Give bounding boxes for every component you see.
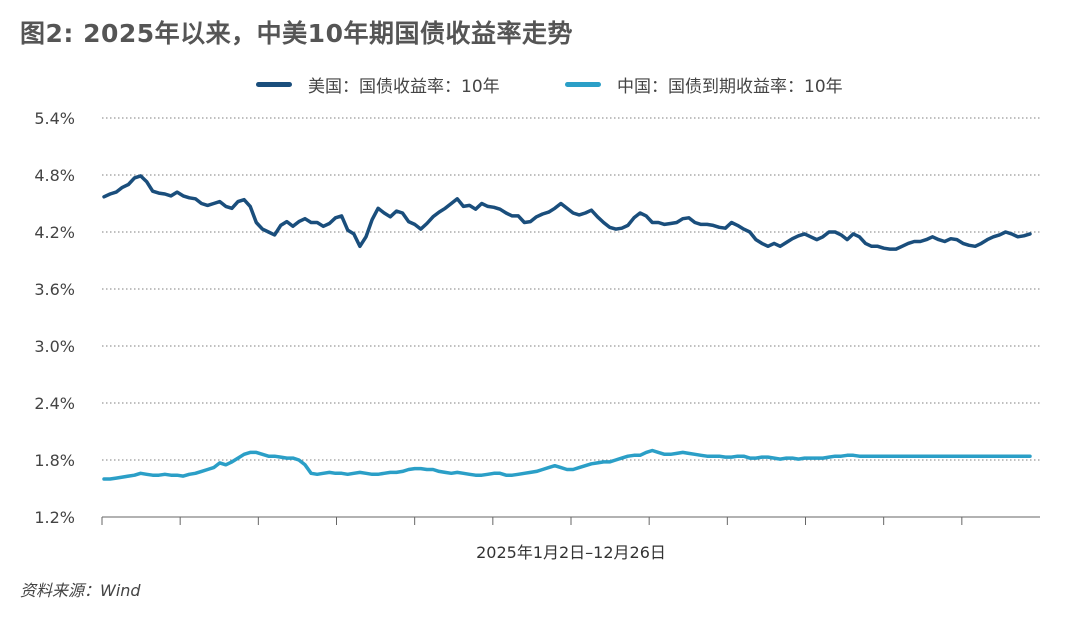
- legend-swatch-us: [256, 82, 292, 87]
- y-tick-label: 4.8%: [34, 166, 75, 185]
- y-tick-label: 5.4%: [34, 109, 75, 128]
- legend-label-cn: 中国：国债到期收益率：10年: [617, 77, 843, 97]
- chart-legend: 美国：国债收益率：10年 中国：国债到期收益率：10年: [0, 72, 1080, 98]
- x-axis-label: 2025年1月2日–12月26日: [476, 543, 666, 562]
- source-note: 资料来源：Wind: [20, 581, 141, 600]
- y-tick-label: 2.4%: [34, 394, 75, 413]
- y-tick-label: 1.2%: [34, 508, 75, 527]
- legend-item-us: 美国：国债收益率：10年: [256, 72, 500, 97]
- y-tick-label: 3.6%: [34, 280, 75, 299]
- legend-item-cn: 中国：国债到期收益率：10年: [565, 72, 843, 97]
- y-tick-label: 4.2%: [34, 223, 75, 242]
- legend-label-us: 美国：国债收益率：10年: [308, 77, 500, 97]
- legend-swatch-cn: [565, 82, 601, 87]
- chart-title: 图2: 2025年以来，中美10年期国债收益率走势: [20, 19, 573, 48]
- series-line-cn-10y: [102, 448, 1032, 481]
- y-tick-label: 3.0%: [34, 337, 75, 356]
- y-tick-label: 1.8%: [34, 451, 75, 470]
- series-line-us-10y: [102, 174, 1032, 251]
